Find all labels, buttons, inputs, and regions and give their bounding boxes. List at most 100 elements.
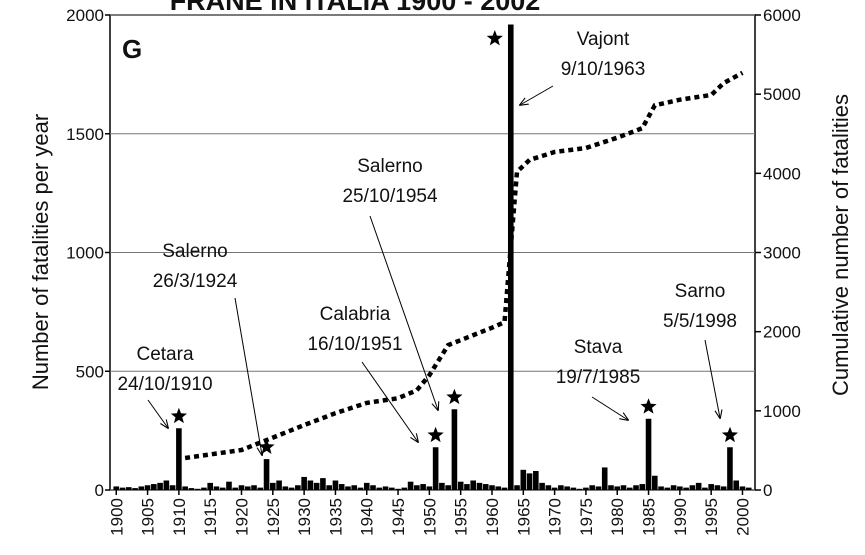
bar: [144, 485, 151, 490]
bar: [251, 485, 257, 490]
bar: [439, 482, 445, 490]
bar: [414, 485, 420, 490]
x-tick-label: 1920: [233, 498, 252, 536]
x-tick-label: 1955: [452, 498, 471, 536]
bar: [320, 478, 326, 490]
bar: [689, 485, 696, 490]
y-tick-label: 0: [95, 481, 104, 500]
bar: [714, 485, 721, 490]
bar: [313, 482, 320, 490]
annotation-text: Calabria: [320, 304, 391, 325]
bar: [633, 485, 639, 490]
bar: [464, 484, 470, 490]
y2-tick-label: 2000: [763, 323, 801, 342]
bar: [363, 482, 370, 490]
bar: [282, 486, 289, 490]
y-tick-label: 2000: [66, 6, 104, 25]
x-tick-label: 1950: [420, 498, 439, 536]
y2-tick-label: 1000: [763, 402, 801, 421]
bar: [288, 487, 295, 490]
bar: [558, 485, 564, 490]
bar: [232, 487, 239, 490]
bar: [219, 487, 226, 490]
x-tick-label: 1965: [514, 498, 533, 536]
bar: [332, 480, 339, 490]
bar: [533, 471, 539, 490]
bar: [270, 482, 276, 490]
y-tick-label: 1000: [66, 244, 104, 263]
bar: [370, 485, 376, 490]
bar: [432, 447, 439, 490]
bar: [520, 469, 527, 490]
annotation-text: 16/10/1951: [307, 334, 402, 355]
bar: [670, 485, 677, 490]
x-tick-label: 1980: [608, 498, 627, 536]
bar: [182, 486, 188, 490]
bar: [382, 486, 389, 490]
bar: [151, 484, 157, 490]
y2-tick-label: 0: [763, 481, 772, 500]
bar: [514, 485, 520, 490]
x-tick-label: 1935: [326, 498, 345, 536]
chart-title: FRANE IN ITALIA 1900 - 2002: [170, 0, 541, 16]
bar: [176, 428, 182, 490]
bar: [658, 486, 664, 490]
x-tick-label: 1915: [201, 498, 220, 536]
bar: [608, 485, 614, 490]
bar: [125, 487, 132, 490]
bar: [376, 487, 383, 490]
x-tick-label: 1940: [358, 498, 377, 536]
x-tick-label: 1985: [640, 498, 659, 536]
bar: [739, 486, 746, 490]
bar: [639, 484, 646, 490]
annotation-text: 19/7/1985: [556, 367, 641, 388]
bar: [263, 459, 270, 490]
bar: [664, 487, 671, 490]
x-tick-label: 1995: [702, 498, 721, 536]
bar: [426, 486, 433, 490]
bar: [326, 485, 332, 490]
bar: [445, 485, 451, 490]
bar: [470, 480, 477, 490]
bar: [188, 488, 195, 490]
bar: [489, 485, 495, 490]
bar: [601, 467, 608, 490]
x-tick-label: 1910: [170, 498, 189, 536]
event-star: [721, 426, 738, 443]
bar: [589, 485, 595, 490]
bar: [113, 486, 120, 490]
annotation-text: 5/5/1998: [663, 311, 737, 332]
bar: [420, 484, 426, 490]
bar: [194, 488, 201, 490]
bar: [388, 487, 395, 490]
y2-tick-label: 3000: [763, 244, 801, 263]
bar: [132, 488, 138, 490]
bar: [301, 476, 307, 490]
x-tick-label: 1975: [577, 498, 596, 536]
bar: [545, 485, 552, 490]
x-tick-label: 1960: [483, 498, 502, 536]
bar: [652, 475, 658, 490]
event-star: [640, 398, 657, 414]
annotation-arrow: [234, 297, 262, 455]
bar: [295, 485, 301, 490]
bar: [620, 485, 627, 490]
bar: [307, 480, 314, 490]
bar: [238, 485, 245, 490]
x-tick-label: 1970: [546, 498, 565, 536]
bar: [213, 486, 220, 490]
event-star: [258, 438, 275, 454]
x-tick-label: 1945: [389, 498, 408, 536]
bar: [614, 486, 621, 490]
bar: [119, 487, 126, 490]
annotation-arrow: [591, 396, 628, 420]
bar: [626, 487, 633, 490]
bar: [720, 486, 727, 490]
y2-tick-label: 5000: [763, 85, 801, 104]
bar: [482, 484, 489, 490]
bar: [244, 486, 251, 490]
bar: [401, 487, 408, 490]
y2-tick-label: 6000: [763, 6, 801, 25]
x-tick-label: 1900: [107, 498, 126, 536]
